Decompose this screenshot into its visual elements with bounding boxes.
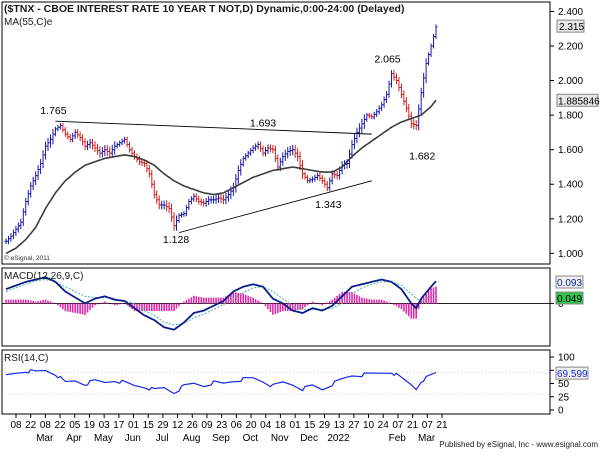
ma-value: 1.885846 <box>558 96 600 107</box>
date-label: 01 <box>290 420 302 431</box>
date-label: 21 <box>407 420 419 431</box>
rsi-axis-label: 100 <box>558 353 575 364</box>
price-axis-label: 2.200 <box>558 42 583 53</box>
date-label: 17 <box>113 420 125 431</box>
month-label: Apr <box>66 433 82 444</box>
price-axis-label: 1.600 <box>558 145 583 156</box>
date-label: 22 <box>55 420 67 431</box>
date-label: 07 <box>392 420 404 431</box>
date-label: 21 <box>436 420 448 431</box>
month-label: Nov <box>271 433 289 444</box>
month-label: Feb <box>389 433 407 444</box>
date-label: 15 <box>143 420 155 431</box>
date-label: 29 <box>319 420 331 431</box>
date-label: 18 <box>275 420 287 431</box>
price-annotation: 2.065 <box>374 53 400 65</box>
month-label: Mar <box>418 433 436 444</box>
month-label: Jun <box>125 433 141 444</box>
date-label: 24 <box>378 420 390 431</box>
month-label: Oct <box>243 433 259 444</box>
price-annotation: 1.343 <box>315 199 341 211</box>
month-label: May <box>94 433 113 444</box>
watermark: © eSignal, 2011 <box>4 254 50 262</box>
trendline <box>178 180 372 234</box>
signal-value: 0.049 <box>557 294 582 305</box>
ma-label: MA(55,C)e <box>4 17 53 28</box>
price-annotation: 1.682 <box>409 151 435 163</box>
date-label: 22 <box>25 420 37 431</box>
last-price-tag <box>556 19 585 33</box>
date-label: 27 <box>348 420 360 431</box>
rsi-axis-label: 50 <box>558 379 570 390</box>
price-axis-label: 1.200 <box>558 214 583 225</box>
signal-value-tag <box>555 291 584 305</box>
date-label: 29 <box>157 420 169 431</box>
date-label: 20 <box>245 420 257 431</box>
date-label: 07 <box>422 420 434 431</box>
date-label: 09 <box>201 420 213 431</box>
date-label: 15 <box>304 420 316 431</box>
publisher-text: Published by eSignal, Inc - www.esignal.… <box>439 440 598 449</box>
price-annotation: 1.765 <box>40 105 66 117</box>
price-axis-label: 1.000 <box>558 249 583 260</box>
month-label: 2022 <box>327 433 350 444</box>
rsi-value: 69.599 <box>557 369 588 380</box>
rsi-axis-label: 25 <box>558 392 570 403</box>
date-label: 19 <box>84 420 96 431</box>
date-label: 26 <box>187 420 199 431</box>
trendline <box>55 120 372 135</box>
date-label: 08 <box>10 420 22 431</box>
date-label: 10 <box>363 420 375 431</box>
date-label: 04 <box>260 420 272 431</box>
macd-title: MACD(12,26,9,C) <box>4 271 83 282</box>
rsi-title: RSI(14,C) <box>4 353 48 364</box>
price-annotation: 1.693 <box>250 118 276 130</box>
date-label: 06 <box>231 420 243 431</box>
month-label: Sep <box>212 433 230 444</box>
ma-value-tag <box>556 93 599 107</box>
chart-title: ($TNX - CBOE INTEREST RATE 10 YEAR T NOT… <box>4 3 404 15</box>
month-label: Mar <box>36 433 54 444</box>
last-price-value: 2.315 <box>559 22 584 33</box>
price-axis-label: 2.400 <box>558 7 583 18</box>
date-label: 01 <box>128 420 140 431</box>
date-label: 12 <box>172 420 184 431</box>
date-label: 08 <box>40 420 52 431</box>
rsi-axis-label: 0 <box>558 406 564 417</box>
date-label: 03 <box>99 420 111 431</box>
ma-55-line <box>5 99 437 255</box>
rsi-panel <box>1 349 551 415</box>
price-annotation: 1.128 <box>163 234 189 246</box>
price-axis-label: 1.400 <box>558 180 583 191</box>
price-axis-label: 1.800 <box>558 111 583 122</box>
ohlc-bar <box>434 24 438 40</box>
macd-signal-line <box>5 278 437 326</box>
price-axis-label: 2.000 <box>558 76 583 87</box>
month-label: Dec <box>300 433 318 444</box>
month-label: Aug <box>183 433 201 444</box>
macd-value: 0.093 <box>557 278 582 289</box>
rsi-value-tag <box>555 366 589 380</box>
macd-value-tag <box>555 275 584 289</box>
date-label: 05 <box>69 420 81 431</box>
date-label: 13 <box>334 420 346 431</box>
rsi-line <box>5 369 437 395</box>
macd-line <box>5 276 437 331</box>
month-label: Jul <box>156 433 169 444</box>
price-panel <box>1 1 551 265</box>
date-label: 23 <box>216 420 228 431</box>
